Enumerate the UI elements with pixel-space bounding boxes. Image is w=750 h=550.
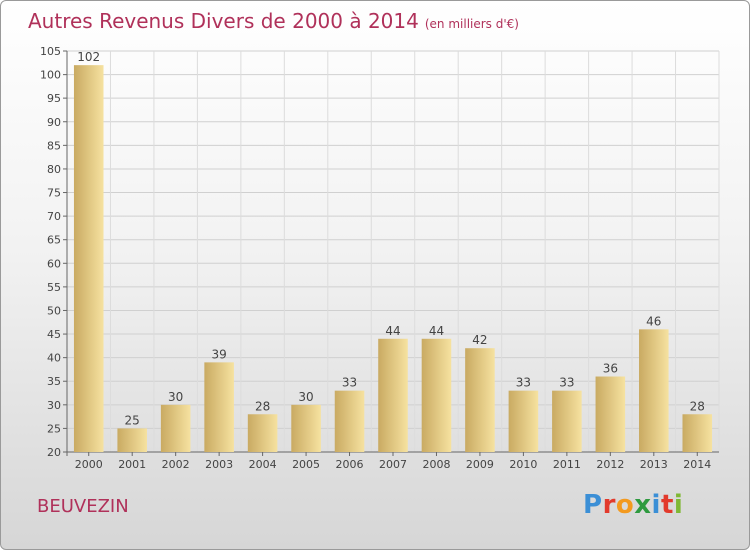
logo-letter: o — [615, 490, 635, 520]
bar-value-label: 44 — [385, 324, 400, 338]
y-tick-label: 85 — [47, 139, 61, 152]
bar — [334, 390, 365, 452]
bar — [552, 390, 582, 452]
bar-value-label: 30 — [298, 390, 313, 404]
y-tick-label: 25 — [47, 422, 61, 435]
bar-value-label: 33 — [559, 376, 574, 390]
y-tick-label: 100 — [40, 69, 61, 82]
x-tick-label: 2001 — [118, 458, 146, 471]
bar-value-label: 102 — [77, 50, 100, 64]
bar — [291, 404, 321, 452]
proxiti-logo: Proxiti — [583, 490, 683, 520]
y-tick-label: 65 — [47, 234, 61, 247]
x-tick-label: 2005 — [292, 458, 320, 471]
bar — [160, 404, 191, 452]
x-tick-label: 2002 — [162, 458, 190, 471]
logo-letter: i — [673, 490, 684, 520]
bar — [247, 414, 278, 452]
x-tick-label: 2008 — [422, 458, 450, 471]
logo-letter: r — [602, 490, 616, 520]
bar — [682, 414, 713, 452]
bar — [465, 348, 495, 452]
chart-title-text: Autres Revenus Divers de 2000 à 2014 — [28, 9, 419, 33]
bar-value-label: 25 — [125, 413, 140, 427]
logo-letter: P — [583, 490, 603, 520]
bar-value-label: 33 — [342, 376, 357, 390]
x-tick-label: 2007 — [379, 458, 407, 471]
y-tick-label: 80 — [47, 163, 61, 176]
logo-letter: t — [660, 490, 674, 520]
bar — [204, 362, 234, 452]
y-tick-label: 20 — [47, 446, 61, 459]
y-tick-label: 30 — [47, 399, 61, 412]
bar-value-label: 28 — [255, 399, 270, 413]
bar — [421, 338, 452, 452]
y-tick-label: 55 — [47, 281, 61, 294]
x-tick-label: 2012 — [596, 458, 624, 471]
bar-value-label: 39 — [211, 347, 226, 361]
y-tick-label: 35 — [47, 375, 61, 388]
bar — [508, 390, 539, 452]
y-tick-label: 50 — [47, 304, 61, 317]
x-tick-label: 2010 — [509, 458, 537, 471]
bar-value-label: 46 — [646, 314, 661, 328]
bar-value-label: 28 — [690, 399, 705, 413]
y-tick-label: 45 — [47, 328, 61, 341]
bar-value-label: 30 — [168, 390, 183, 404]
x-tick-label: 2009 — [466, 458, 494, 471]
x-tick-label: 2004 — [249, 458, 277, 471]
y-tick-label: 75 — [47, 187, 61, 200]
logo-letter: i — [651, 490, 661, 520]
x-tick-label: 2011 — [553, 458, 581, 471]
bar — [73, 65, 104, 452]
y-tick-label: 60 — [47, 257, 61, 270]
commune-name: BEUVEZIN — [37, 496, 129, 517]
x-tick-label: 2000 — [75, 458, 103, 471]
x-tick-label: 2003 — [205, 458, 233, 471]
y-tick-label: 90 — [47, 116, 61, 129]
bar — [378, 338, 408, 452]
bar — [117, 428, 147, 452]
x-tick-label: 2013 — [640, 458, 668, 471]
logo-letter: x — [634, 490, 652, 520]
y-tick-label: 70 — [47, 210, 61, 223]
x-tick-label: 2006 — [336, 458, 364, 471]
bar — [639, 329, 669, 452]
y-tick-label: 105 — [40, 45, 61, 58]
y-tick-label: 95 — [47, 92, 61, 105]
bar-value-label: 42 — [472, 333, 487, 347]
bar-value-label: 44 — [429, 324, 444, 338]
bar — [595, 376, 626, 452]
bar-value-label: 33 — [516, 376, 531, 390]
chart-title: Autres Revenus Divers de 2000 à 2014 (en … — [28, 9, 519, 33]
x-tick-label: 2014 — [683, 458, 711, 471]
y-tick-label: 40 — [47, 352, 61, 365]
chart-unit: (en milliers d'€) — [424, 17, 519, 31]
bar-value-label: 36 — [603, 362, 618, 376]
